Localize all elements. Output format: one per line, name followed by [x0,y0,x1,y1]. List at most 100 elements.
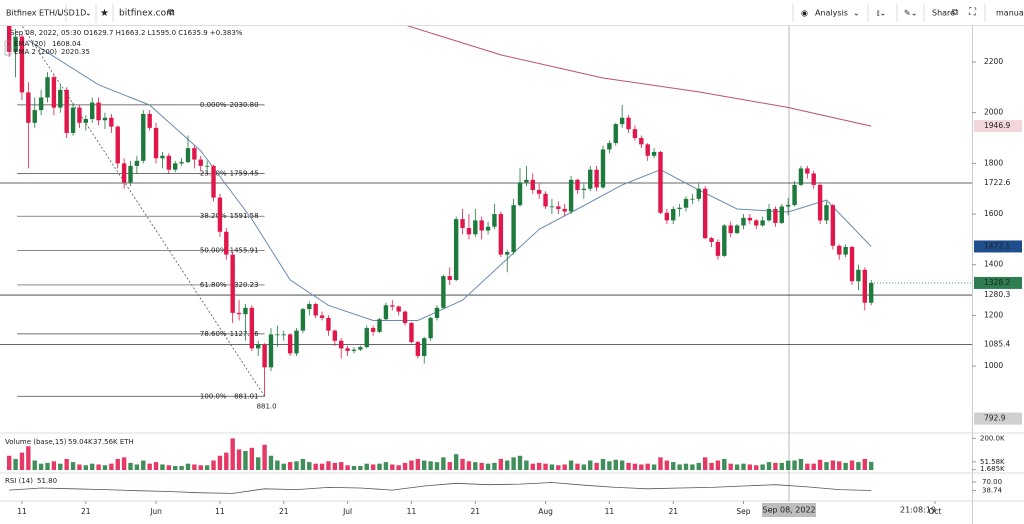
volume-bar [294,461,299,470]
fullscreen-icon[interactable]: ⛶ [968,7,977,18]
volume-bar [868,461,874,470]
candle-body [677,207,682,209]
candle-body [824,205,829,221]
candle-body [837,245,842,255]
candle-body [390,305,395,307]
volume-bar [754,465,759,470]
volume-bar [792,460,797,470]
line-price-label: 1085.4 [984,339,1010,348]
volume-bar [773,462,778,470]
candle-body [479,220,484,231]
volume-bar [275,460,280,470]
share-button[interactable]: Share [932,9,955,18]
candle-body [505,252,510,255]
candle-body [760,220,765,226]
eye-icon[interactable]: ◉ [801,9,808,18]
mode[interactable]: manual [996,9,1024,18]
draw-icon[interactable]: ✎⌄ [904,9,917,18]
volume-bar [671,462,676,470]
candle-body [856,269,861,282]
rsi-tick-label: 38.74 [982,486,1003,494]
volume-bar [217,455,223,470]
candle-body [773,208,778,223]
volume-bar [83,465,89,470]
volume-bar [479,462,484,470]
candle-body [568,179,574,212]
line-price-label: 1722.6 [984,178,1010,187]
candle-body [466,227,472,235]
star-icon[interactable]: ★ [100,8,109,19]
y-tick-label: 2000 [984,108,1003,117]
volume-bar [600,458,606,470]
volume-bar [32,460,37,470]
candle-body [90,102,95,120]
volume-bar [115,458,120,470]
volume-bar [236,449,242,470]
volume-bar [524,460,529,470]
candle-body [281,334,286,336]
symbol[interactable]: Bitfinex ETH/USD [6,9,75,18]
volume-bar [319,463,325,470]
interval[interactable]: 1D [75,9,86,18]
candle-body [32,110,37,123]
volume-bar [192,464,197,470]
candle-body [428,317,433,339]
main-pane: 0.000%2030.8023.60%1759.4538.20%1591.585… [0,26,972,410]
volume-bar [492,462,497,470]
fib-value: 1759.45 [230,170,259,178]
volume-bar [153,462,159,470]
analysis-caret[interactable]: ⌄ [853,9,860,18]
fib-pct: 78.60% [200,330,227,338]
candle-body [370,328,376,332]
legend-swatch [4,48,12,56]
candle-body [664,212,670,221]
candle-body [192,148,197,160]
volume-bar [434,462,440,470]
candle-body [58,89,63,108]
volume-bar [13,458,18,470]
fib-pct: 38.20% [200,212,227,220]
trend-line [21,26,265,397]
volume-bar [543,463,548,470]
external-icon[interactable]: ⧉ [168,8,175,18]
volume-bar [715,460,721,470]
candle-body [262,344,267,368]
candle-body [766,208,772,221]
candle-body [734,225,740,234]
candle-body [524,179,529,183]
volume-bar [632,463,638,470]
candle-body [683,198,689,208]
candle-body [230,254,235,313]
candle-body [415,342,421,356]
candle-body [383,305,389,320]
volume-bar [549,464,555,470]
candle-body [600,149,606,188]
ohlc-header: Sep 08, 2022, 05:30 O1629.7 H1663.2 L159… [10,29,243,37]
snapshot-icon[interactable]: ⧉ [952,8,959,18]
x-tick-label: 21 [279,507,289,516]
volume-bar [613,459,618,470]
interval-caret[interactable]: ⌄ [85,9,92,18]
candle-body [83,119,89,123]
site-link[interactable]: bitfinex.com [119,9,175,19]
volume-bar [805,463,810,470]
volume-bar [230,438,235,470]
volume-bar [109,463,114,470]
analysis-button[interactable]: Analysis [815,9,848,18]
y-tick-label: 1600 [984,209,1003,218]
candle-body [153,127,159,159]
candle-body [236,312,242,315]
volume-bar [505,460,510,470]
candle-body [300,309,306,331]
rsi-name: RSI (14) [5,477,33,485]
volume-bar [90,463,95,470]
symbol-caret[interactable]: ⌄ [56,9,63,18]
price-tag-label: 792.9 [984,414,1006,423]
chart-style-icon[interactable]: ⫾⌄ [877,9,886,18]
volume-bar [466,461,472,470]
candle-body [128,165,133,183]
candle-body [549,206,555,208]
candle-body [7,26,12,52]
candle-body [224,231,229,255]
volume-bar [351,466,357,470]
